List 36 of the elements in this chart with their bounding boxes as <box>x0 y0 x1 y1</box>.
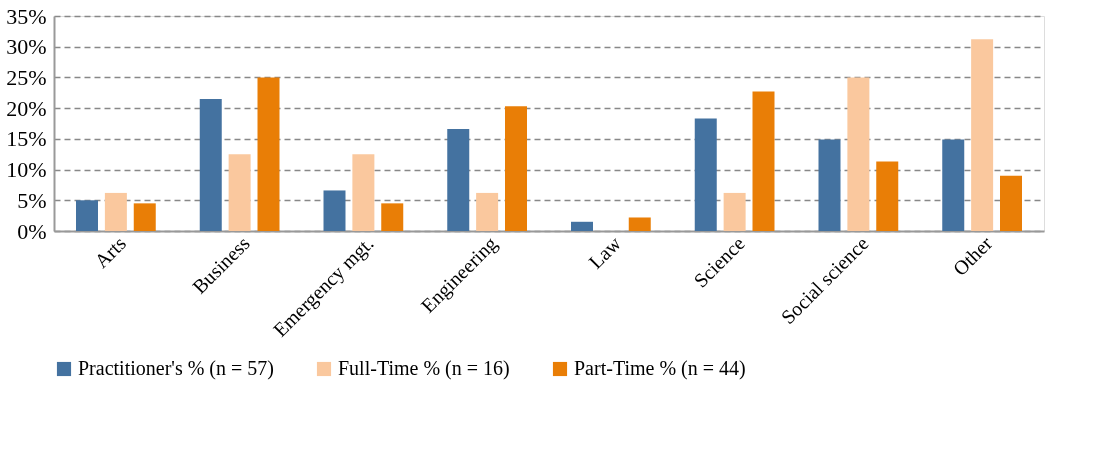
bar <box>505 106 527 231</box>
y-tick-label: 0% <box>17 218 47 244</box>
legend-label: Practitioner's % (n = 57) <box>78 357 274 380</box>
bar <box>352 154 375 231</box>
bar <box>1000 175 1022 231</box>
legend-label: Part-Time % (n = 44) <box>574 357 746 380</box>
y-tick-label: 30% <box>6 34 47 60</box>
y-tick-label: 15% <box>6 126 47 152</box>
bar <box>723 192 746 231</box>
legend-label: Full-Time % (n = 16) <box>338 357 510 380</box>
y-tick-label: 35% <box>6 3 47 29</box>
bar <box>104 192 127 231</box>
bar <box>571 221 593 231</box>
y-tick-label: 5% <box>17 187 47 213</box>
bar <box>818 139 841 231</box>
bar <box>133 203 156 231</box>
bar <box>942 139 965 231</box>
bar <box>76 200 98 231</box>
y-tick-label: 25% <box>6 64 47 90</box>
y-tick-label: 10% <box>6 157 47 183</box>
bar <box>323 190 346 231</box>
x-tick-label: Arts <box>90 231 131 272</box>
bar <box>847 77 870 231</box>
x-tick-label: Law <box>584 231 626 273</box>
bar <box>257 77 280 231</box>
y-tick-label: 20% <box>6 95 47 121</box>
bar <box>628 217 651 231</box>
bar <box>694 118 717 231</box>
bar <box>199 98 222 231</box>
bar <box>228 154 251 231</box>
bar <box>876 161 899 231</box>
bar <box>381 203 404 231</box>
bar <box>971 39 994 231</box>
bar <box>447 129 470 231</box>
bar <box>752 91 775 231</box>
bar <box>476 192 499 231</box>
